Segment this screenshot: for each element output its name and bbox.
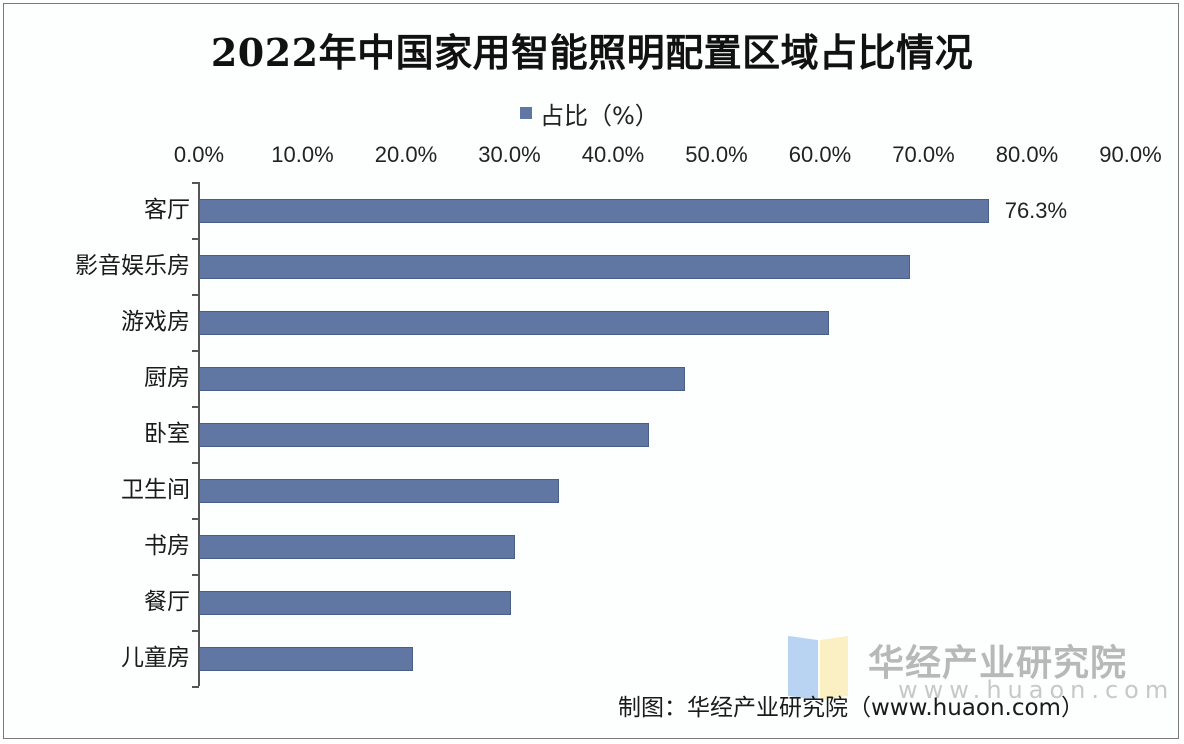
category-label: 影音娱乐房 [75, 253, 190, 279]
category-label: 书房 [144, 533, 190, 559]
y-tick-mark [192, 238, 199, 240]
watermark-name: 华经产业研究院 [868, 643, 1128, 684]
x-tick-label: 10.0% [271, 142, 334, 167]
x-tick-label: 0.0% [173, 142, 225, 167]
x-tick-label: 90.0% [1099, 142, 1162, 167]
category-label: 厨房 [144, 365, 190, 391]
y-tick-mark [192, 574, 199, 576]
x-tick-label: 50.0% [685, 142, 748, 167]
category-label: 客厅 [144, 197, 190, 223]
bar [199, 423, 650, 447]
y-tick-mark [192, 406, 199, 408]
watermark: 华经产业研究院 www.huaon.com [788, 632, 1168, 712]
y-tick-mark [192, 182, 199, 184]
y-axis-line [198, 182, 200, 686]
x-tick-label: 30.0% [478, 142, 541, 167]
y-tick-mark [192, 686, 199, 688]
chart-title: 2022年中国家用智能照明配置区域占比情况 [210, 30, 974, 75]
category-label: 儿童房 [121, 645, 190, 671]
x-tick-label: 60.0% [788, 142, 852, 167]
bar [199, 367, 686, 391]
bar [199, 591, 511, 615]
legend-swatch [520, 107, 532, 119]
source-note: 制图：华经产业研究院（www.huaon.com） [618, 695, 1084, 721]
data-label: 76.3% [1004, 198, 1068, 223]
watermark-url: www.huaon.com [898, 676, 1175, 704]
x-tick-label: 80.0% [995, 142, 1059, 167]
y-tick-mark [192, 462, 199, 464]
y-tick-mark [192, 518, 199, 520]
bar [199, 311, 830, 335]
category-label: 游戏房 [121, 309, 190, 335]
category-label: 卧室 [144, 421, 190, 447]
legend-label: 占比（%） [540, 101, 659, 130]
bar [199, 255, 911, 279]
bar [199, 535, 515, 559]
y-tick-mark [192, 350, 199, 352]
x-tick-label: 20.0% [374, 142, 438, 167]
category-label: 餐厅 [144, 589, 190, 615]
y-tick-mark [192, 630, 199, 632]
legend: 占比（%） [520, 96, 659, 130]
x-tick-label: 40.0% [581, 142, 645, 167]
bar [199, 647, 414, 671]
category-label: 卫生间 [121, 477, 190, 503]
bar [199, 479, 560, 503]
y-tick-mark [192, 294, 199, 296]
x-tick-label: 70.0% [892, 142, 955, 167]
bar [199, 199, 989, 223]
